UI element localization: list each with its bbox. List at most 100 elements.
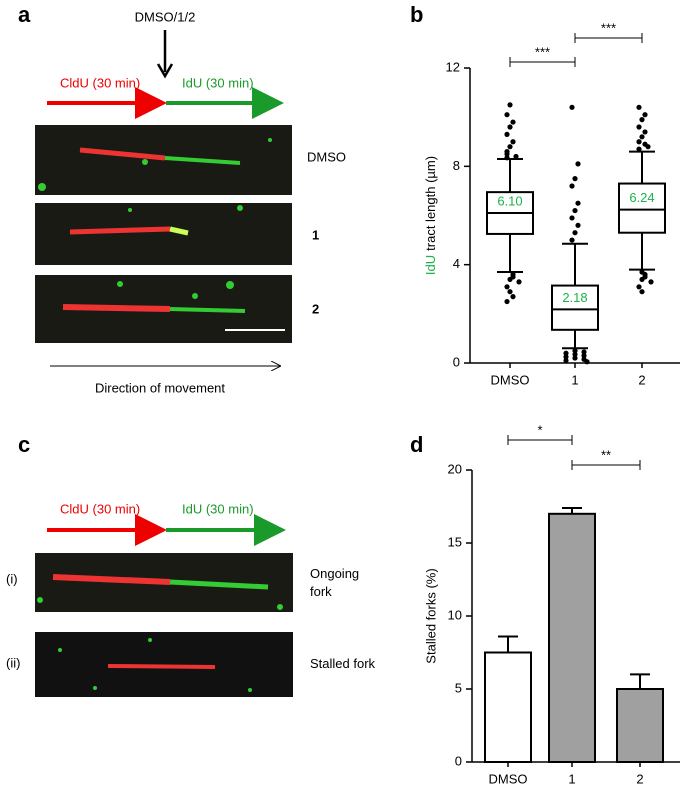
row-label: 2 xyxy=(312,301,319,316)
x-tick-label: 1 xyxy=(571,372,578,387)
significance-bracket xyxy=(507,435,573,445)
panel-label: a xyxy=(18,2,31,27)
row-label: 1 xyxy=(312,227,319,242)
outlier xyxy=(572,230,578,236)
panel-label: c xyxy=(18,432,30,457)
outlier xyxy=(510,119,516,125)
y-tick-label: 5 xyxy=(455,680,462,695)
outlier xyxy=(507,289,513,295)
median-label: 6.24 xyxy=(629,190,654,205)
outlier xyxy=(581,353,587,359)
x-tick-label: 1 xyxy=(568,771,575,786)
outlier xyxy=(504,155,510,161)
direction-label: Direction of movement xyxy=(95,380,225,395)
significance-bracket xyxy=(571,460,641,470)
y-axis-label-part: tract length (µm) xyxy=(423,156,438,251)
outlier xyxy=(642,141,648,147)
micrograph xyxy=(35,203,292,265)
outlier xyxy=(581,349,587,355)
row-id: (i) xyxy=(6,571,18,586)
y-tick-label: 0 xyxy=(453,354,460,369)
significance-bracket xyxy=(509,57,576,67)
error-bar xyxy=(630,673,650,689)
outlier xyxy=(636,104,642,110)
outlier xyxy=(504,131,510,137)
idu-label: IdU (30 min) xyxy=(182,75,254,90)
significance-label: * xyxy=(537,422,542,437)
micrograph xyxy=(35,125,292,195)
y-tick-label: 12 xyxy=(446,59,460,74)
x-tick-label: 2 xyxy=(636,771,643,786)
significance-label: ** xyxy=(601,447,611,462)
median-label: 2.18 xyxy=(562,290,587,305)
y-tick-label: 10 xyxy=(448,607,462,622)
median-label: 6.10 xyxy=(497,193,522,208)
box xyxy=(618,182,666,234)
outlier xyxy=(510,139,516,145)
outlier xyxy=(639,276,645,283)
outlier xyxy=(507,102,513,108)
outlier xyxy=(504,148,510,155)
outlier xyxy=(516,279,522,285)
bar xyxy=(548,512,596,763)
outlier xyxy=(507,144,513,150)
outlier xyxy=(569,237,575,243)
outlier xyxy=(563,357,569,364)
row-label: Stalled fork xyxy=(310,656,376,671)
outlier xyxy=(642,112,648,118)
x-tick-label: DMSO xyxy=(489,771,528,786)
micrograph xyxy=(35,553,293,612)
x-tick-label: 2 xyxy=(638,372,645,387)
outlier xyxy=(569,183,575,189)
outlier xyxy=(572,348,578,354)
micrograph xyxy=(35,275,292,343)
outlier xyxy=(584,359,590,365)
outlier xyxy=(504,284,510,290)
y-tick-label: 4 xyxy=(453,256,460,271)
row-label: DMSO xyxy=(307,149,346,164)
treatment-label: DMSO/1/2 xyxy=(135,9,196,24)
treatment-arrow-head xyxy=(156,63,174,79)
y-tick-label: 15 xyxy=(448,534,462,549)
row-label: Ongoing fork xyxy=(310,566,360,599)
bar xyxy=(484,651,532,763)
outlier xyxy=(572,355,578,361)
outlier xyxy=(572,207,578,214)
y-axis-label: IdU tract length (µm) xyxy=(423,156,438,275)
y-tick-label: 8 xyxy=(453,158,460,173)
outlier xyxy=(563,354,569,360)
outlier xyxy=(510,294,516,300)
outlier xyxy=(572,176,578,182)
y-axis-label: Stalled forks (%) xyxy=(423,568,438,663)
outlier xyxy=(636,139,642,145)
significance-label: *** xyxy=(535,44,550,59)
outlier xyxy=(507,276,513,283)
y-tick-label: 0 xyxy=(455,753,462,768)
bar xyxy=(616,688,664,763)
outlier xyxy=(639,117,645,123)
outlier xyxy=(572,351,578,357)
error-bar xyxy=(562,506,582,514)
significance-bracket xyxy=(574,33,643,43)
box xyxy=(551,284,599,331)
cldu-label: CldU (30 min) xyxy=(60,75,140,90)
outlier xyxy=(648,279,654,285)
outlier xyxy=(575,200,581,206)
panel-label: d xyxy=(410,432,423,457)
outlier xyxy=(504,298,510,305)
outlier xyxy=(569,104,575,110)
outlier xyxy=(563,350,569,356)
outlier xyxy=(513,153,519,160)
significance-label: *** xyxy=(601,20,616,35)
outlier xyxy=(636,284,642,290)
outlier xyxy=(575,222,581,228)
outlier xyxy=(507,124,513,130)
row-id: (ii) xyxy=(6,655,20,670)
outlier xyxy=(636,146,642,152)
y-tick-label: 20 xyxy=(448,461,462,476)
outlier xyxy=(639,289,645,295)
cldu-label: CldU (30 min) xyxy=(60,501,140,516)
outlier xyxy=(569,215,575,221)
